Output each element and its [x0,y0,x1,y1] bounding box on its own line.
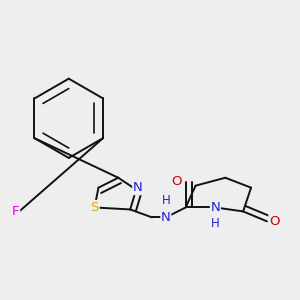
Text: N: N [133,181,143,194]
Text: O: O [269,215,279,228]
Text: F: F [12,205,19,218]
Text: N: N [211,201,220,214]
Text: H: H [211,218,220,230]
Text: O: O [171,175,182,188]
Text: H: H [161,194,170,208]
Text: N: N [161,211,171,224]
Text: S: S [90,201,99,214]
